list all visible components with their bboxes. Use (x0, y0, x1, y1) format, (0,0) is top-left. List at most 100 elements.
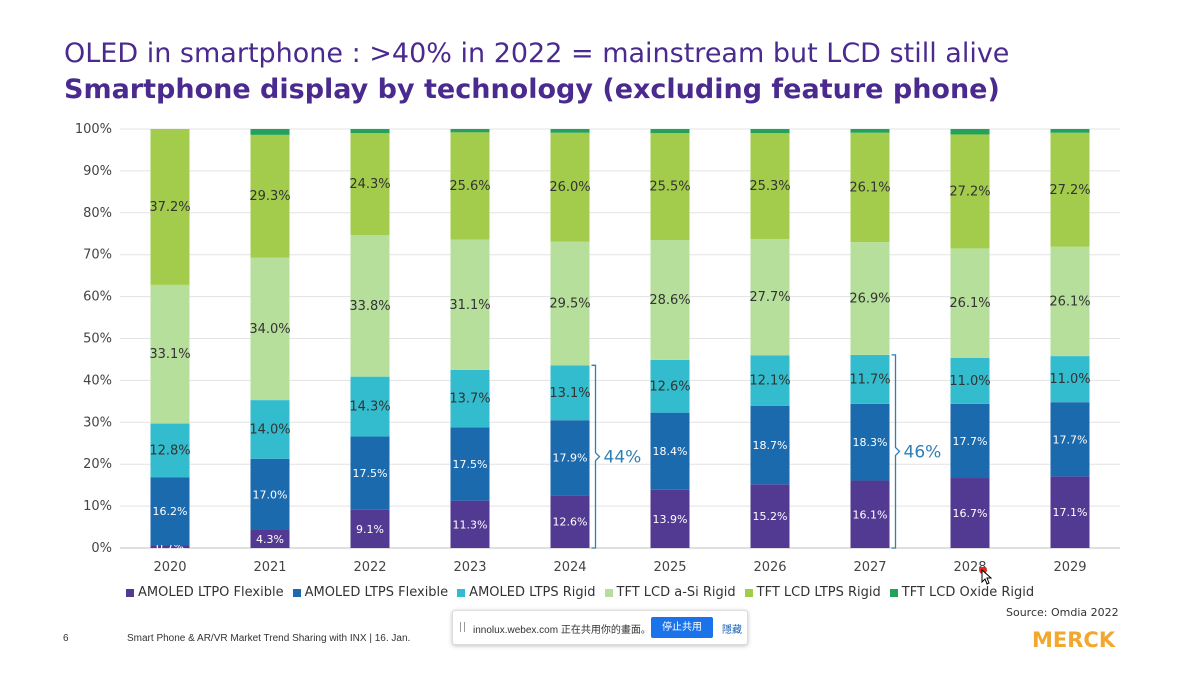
data-label: 11.0% (949, 374, 990, 389)
legend-swatch (744, 588, 753, 597)
legend-item: AMOLED LTPS Rigid (457, 585, 596, 600)
data-label: 29.3% (249, 189, 290, 204)
y-tick-label: 80% (83, 206, 112, 221)
bar-segment (350, 235, 390, 377)
data-label: 26.9% (849, 291, 890, 306)
data-label: 37.2% (149, 200, 190, 215)
stacked-bar-chart: 0%10%20%30%40%50%60%70%80%90%100%0.7%16.… (75, 122, 1120, 575)
bar-segment (550, 129, 590, 133)
bar-segment (250, 134, 290, 258)
bar-segment (1050, 356, 1090, 403)
legend-swatch (889, 588, 898, 597)
y-tick-label: 70% (83, 248, 112, 263)
screen-share-bar: innolux.webex.com 正在共用你的畫面。 停止共用 隱藏 (452, 610, 748, 645)
legend-item: TFT LCD a-Si Rigid (604, 585, 736, 600)
bar-segment (250, 458, 290, 530)
share-status-text: innolux.webex.com 正在共用你的畫面。 (473, 625, 651, 636)
data-label: 26.1% (949, 296, 990, 311)
bar-segment (450, 132, 490, 240)
bar-segment (550, 365, 590, 421)
bar-segment (250, 257, 290, 401)
data-label: 25.5% (649, 180, 690, 195)
data-label: 13.7% (449, 392, 490, 407)
bar-segment (750, 355, 790, 406)
drag-handle-icon[interactable] (460, 622, 465, 632)
data-label: 25.3% (749, 179, 790, 194)
y-tick-label: 90% (83, 164, 112, 179)
bar-segment (350, 436, 390, 510)
bar-segment (350, 133, 390, 236)
data-label: 11.0% (1049, 372, 1090, 387)
bar-segment (150, 129, 190, 285)
bar-segment (950, 478, 990, 548)
legend-label: AMOLED LTPO Flexible (138, 585, 284, 600)
x-tick-label: 2028 (953, 560, 986, 575)
y-tick-label: 10% (83, 499, 112, 514)
bar-segment (350, 509, 390, 548)
page-number: 6 (63, 633, 69, 644)
legend-item: TFT LCD Oxide Rigid (889, 585, 1034, 600)
bar-segment (850, 354, 890, 404)
y-tick-label: 30% (83, 415, 112, 430)
annotation-label: 44% (604, 448, 642, 468)
data-label: 17.7% (953, 435, 988, 448)
legend-label: TFT LCD a-Si Rigid (616, 585, 736, 600)
legend-label: AMOLED LTPS Flexible (304, 585, 449, 600)
data-label: 26.0% (549, 180, 590, 195)
bar-segment (1050, 132, 1090, 247)
y-tick-label: 100% (75, 122, 112, 137)
merck-logo: MERCK (1032, 628, 1116, 652)
bar-segment (1050, 246, 1090, 357)
legend-item: TFT LCD LTPS Rigid (744, 585, 881, 600)
data-label: 13.9% (653, 513, 688, 526)
x-tick-label: 2024 (553, 560, 586, 575)
data-label: 16.1% (853, 508, 888, 521)
hide-link[interactable]: 隱藏 (722, 625, 742, 636)
legend-label: TFT LCD LTPS Rigid (756, 585, 881, 600)
data-label: 27.2% (949, 184, 990, 199)
bar-segment (650, 412, 690, 490)
bar-segment (450, 369, 490, 428)
bar-segment (950, 357, 990, 404)
bar-segment (550, 241, 590, 366)
bar-segment (750, 129, 790, 134)
legend-swatch (292, 588, 301, 597)
x-tick-label: 2021 (253, 560, 286, 575)
bar-segment (1050, 476, 1090, 548)
data-label: 12.8% (149, 443, 190, 458)
bar-segment (950, 129, 990, 135)
footer-text: Smart Phone & AR/VR Market Trend Sharing… (127, 633, 411, 644)
data-label: 14.3% (349, 400, 390, 415)
data-label: 14.0% (249, 422, 290, 437)
data-label: 25.6% (449, 179, 490, 194)
bar-segment (1050, 402, 1090, 477)
data-label: 28.6% (649, 293, 690, 308)
y-tick-label: 20% (83, 457, 112, 472)
annotation-brace (891, 354, 901, 549)
data-label: 17.0% (253, 488, 288, 501)
bar-segment (250, 129, 290, 135)
bar-segment (950, 403, 990, 479)
x-tick-label: 2023 (453, 560, 486, 575)
data-label: 15.2% (753, 510, 788, 523)
data-label: 24.3% (349, 177, 390, 192)
data-label: 18.3% (853, 436, 888, 449)
bar-segment (850, 480, 890, 548)
data-label: 34.0% (249, 322, 290, 337)
data-label: 13.1% (549, 386, 590, 401)
bar-segment (650, 489, 690, 548)
bar-segment (1050, 129, 1090, 133)
legend-item: AMOLED LTPO Flexible (126, 585, 284, 600)
slide-title: OLED in smartphone : >40% in 2022 = main… (64, 38, 1010, 69)
data-label: 17.1% (1053, 506, 1088, 519)
data-label: 27.7% (749, 290, 790, 305)
annotation-brace (591, 364, 601, 549)
y-tick-label: 40% (83, 373, 112, 388)
bar-segment (850, 403, 890, 481)
bar-segment (750, 239, 790, 356)
data-label: 12.1% (749, 374, 790, 389)
y-tick-label: 0% (91, 541, 112, 556)
bar-segment (450, 239, 490, 370)
stop-sharing-button[interactable]: 停止共用 (651, 617, 713, 638)
